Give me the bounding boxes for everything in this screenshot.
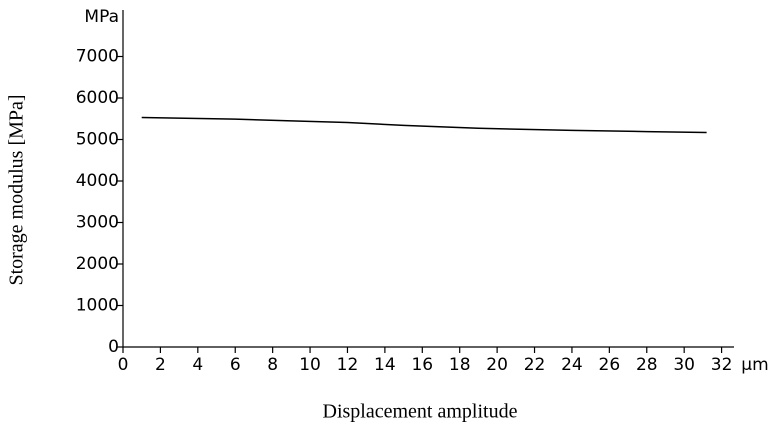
x-tick-label: 0 bbox=[118, 355, 129, 375]
x-tick-label: 24 bbox=[561, 355, 583, 375]
y-unit: MPa bbox=[84, 7, 119, 27]
x-tick-label: 12 bbox=[337, 355, 359, 375]
y-tick-label: 1000 bbox=[76, 296, 119, 316]
y-tick-label: 6000 bbox=[76, 88, 119, 108]
x-tick-label: 2 bbox=[155, 355, 166, 375]
x-tick-label: 14 bbox=[374, 355, 396, 375]
x-tick-label: 10 bbox=[299, 355, 321, 375]
x-tick-label: 26 bbox=[599, 355, 621, 375]
x-tick-label: 22 bbox=[524, 355, 546, 375]
x-tick-label: 6 bbox=[230, 355, 241, 375]
y-axis-title: Storage modulus [MPa] bbox=[6, 94, 28, 285]
x-tick-label: 28 bbox=[636, 355, 658, 375]
y-tick-label: 0 bbox=[108, 337, 119, 357]
x-tick-label: 4 bbox=[192, 355, 203, 375]
x-tick-label: 32 bbox=[711, 355, 733, 375]
x-tick-label: 30 bbox=[673, 355, 695, 375]
y-tick-label: 3000 bbox=[76, 213, 119, 233]
data-line bbox=[141, 116, 707, 134]
x-tick-label: 20 bbox=[486, 355, 508, 375]
y-tick-label: 4000 bbox=[76, 171, 119, 191]
x-tick-label: 8 bbox=[267, 355, 278, 375]
x-axis-title: Displacement amplitude bbox=[323, 401, 518, 423]
x-unit: μm bbox=[741, 355, 768, 375]
y-tick-label: 2000 bbox=[76, 254, 119, 274]
x-tick-label: 18 bbox=[449, 355, 471, 375]
y-tick-label: 5000 bbox=[76, 130, 119, 150]
x-tick-label: 16 bbox=[411, 355, 433, 375]
y-tick-label: 7000 bbox=[76, 47, 119, 67]
